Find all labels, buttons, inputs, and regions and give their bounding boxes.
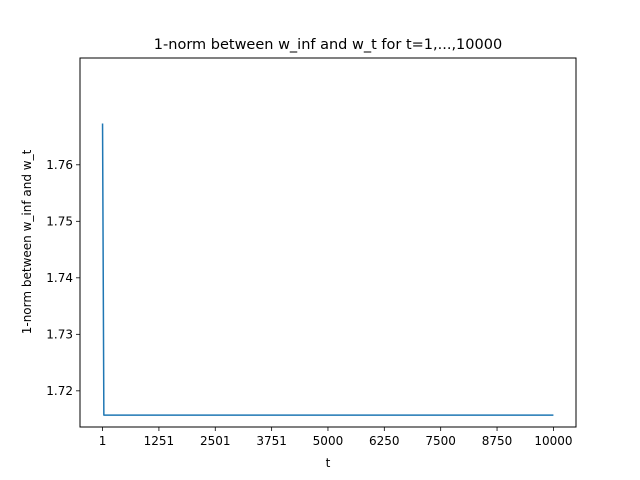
x-tick-label: 1 [99, 434, 107, 448]
x-tick-label: 10000 [534, 434, 572, 448]
x-tick-label: 7500 [425, 434, 456, 448]
y-tick-label: 1.74 [46, 271, 73, 285]
x-axis: 1 1251 2501 3751 5000 6250 7500 8750 10000 [99, 427, 573, 448]
y-tick-label: 1.76 [46, 158, 73, 172]
plot-area [101, 123, 554, 416]
x-tick-label: 2501 [200, 434, 231, 448]
y-axis: 1.72 1.73 1.74 1.75 1.76 [46, 158, 80, 398]
x-tick-label: 3751 [256, 434, 287, 448]
x-tick-label: 6250 [369, 434, 400, 448]
y-tick-label: 1.72 [46, 384, 73, 398]
x-tick-label: 8750 [482, 434, 513, 448]
y-tick-label: 1.73 [46, 327, 73, 341]
chart-title: 1-norm between w_inf and w_t for t=1,...… [154, 37, 502, 53]
x-tick-label: 5000 [313, 434, 344, 448]
series-line-0 [101, 123, 554, 416]
y-axis-label: 1-norm between w_inf and w_t [20, 149, 34, 334]
y-tick-label: 1.75 [46, 214, 73, 228]
x-tick-label: 1251 [144, 434, 175, 448]
x-axis-label: t [326, 456, 331, 470]
